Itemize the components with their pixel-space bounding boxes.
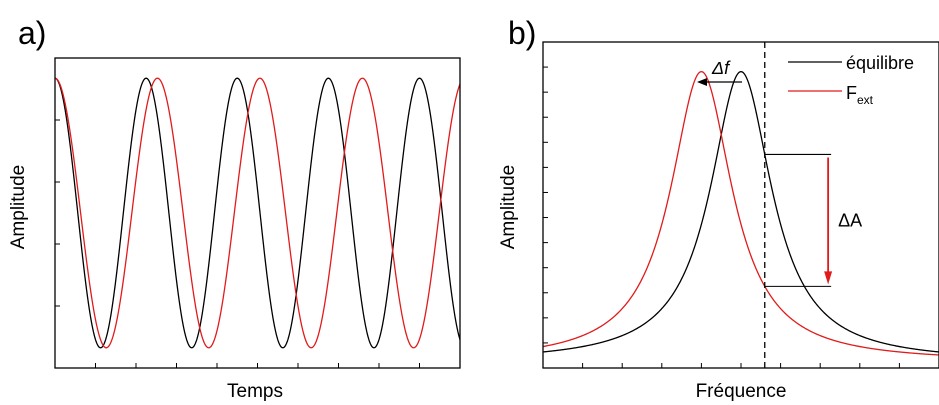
panel-b-series-line-1 [542,70,939,356]
delta-a-arrow-head [824,271,833,285]
panel-a: a) Amplitude Temps [8,15,461,402]
panel-b-plot-frame [542,41,939,369]
panel-a-ticks [55,119,420,368]
panel-b-series [542,70,939,356]
panel-b-y-axis-label: Amplitude [498,165,519,250]
legend-label-equilibre: équilibre [846,53,914,73]
legend-label-fext: Fext [846,83,874,107]
panel-a-series [54,77,461,349]
panel-b-x-axis-label: Fréquence [696,381,787,402]
panel-a-y-axis-label: Amplitude [8,165,29,250]
panel-a-plot-frame [54,57,461,369]
delta-f-arrow-head [697,78,707,86]
panel-a-label: a) [18,15,46,51]
delta-f-label: Δf [711,58,731,78]
panel-b-label: b) [508,15,536,51]
panel-a-series-line-0 [54,77,461,349]
panel-a-x-axis-label: Temps [227,381,283,402]
panel-b-ticks [543,66,900,368]
panel-a-series-line-1 [54,77,461,349]
panel-b-legend: équilibre Fext [788,53,914,107]
panel-b: b) Amplitude Fréquence ΔA Δf équilibre Fe… [498,15,939,402]
panel-b-series-line-0 [542,70,939,353]
delta-a-label: ΔA [838,210,862,230]
panel-b-annotations: ΔA Δf [697,42,862,368]
